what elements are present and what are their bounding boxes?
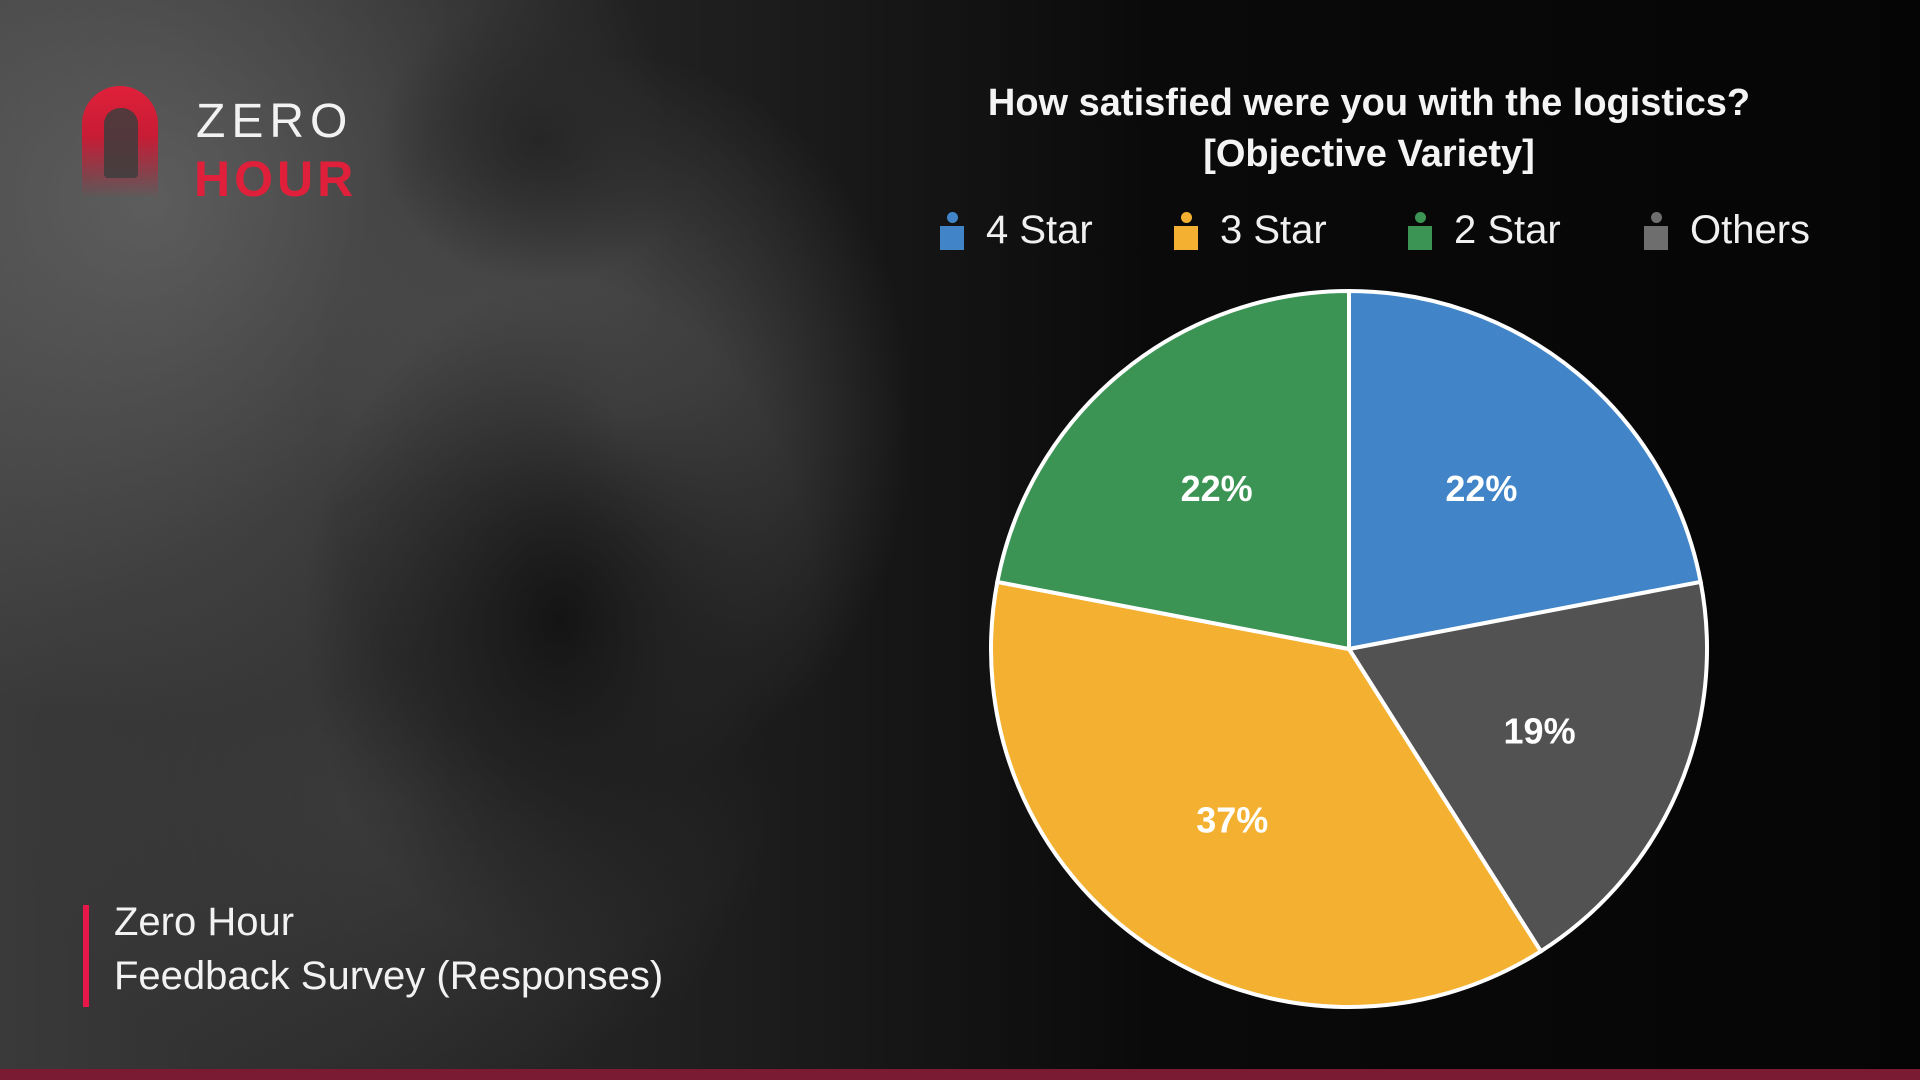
logo-icon xyxy=(82,86,158,198)
background-photo xyxy=(180,0,980,1080)
slice-data-label: 19% xyxy=(1504,710,1576,751)
legend-item: 3 Star xyxy=(1174,205,1327,255)
footer-title: Zero Hour xyxy=(114,900,295,944)
legend-item: 4 Star xyxy=(940,205,1093,255)
pie-slice-2-star xyxy=(995,288,1351,652)
legend-label: 4 Star xyxy=(986,207,1093,252)
legend-marker-icon xyxy=(1408,210,1432,250)
slice-data-label: 22% xyxy=(1181,468,1253,509)
chart-subtitle: [Objective Variety] xyxy=(1203,133,1535,175)
bottom-strip xyxy=(0,1069,1920,1080)
legend-marker-icon xyxy=(1644,210,1668,250)
pie-slice-others xyxy=(1345,579,1709,955)
pie-slice-4-star xyxy=(1347,288,1704,652)
slice-data-label: 37% xyxy=(1196,800,1268,841)
legend-item: 2 Star xyxy=(1408,205,1561,255)
chart-title: How satisfied were you with the logistic… xyxy=(987,82,1751,124)
accent-bar xyxy=(83,905,89,1007)
legend-marker-icon xyxy=(1174,210,1198,250)
legend-label: Others xyxy=(1690,207,1811,252)
slice-data-label: 22% xyxy=(1445,468,1517,509)
legend-label: 2 Star xyxy=(1454,207,1561,252)
legend-marker-icon xyxy=(940,210,964,250)
footer-subtitle: Feedback Survey (Responses) xyxy=(114,954,664,998)
legend-label: 3 Star xyxy=(1220,207,1327,252)
logo-text-hour: HOUR xyxy=(194,151,358,207)
legend-item: Others xyxy=(1644,205,1810,255)
pie-slice-3-star xyxy=(989,579,1544,1009)
logo-text-zero: ZERO xyxy=(196,95,354,148)
